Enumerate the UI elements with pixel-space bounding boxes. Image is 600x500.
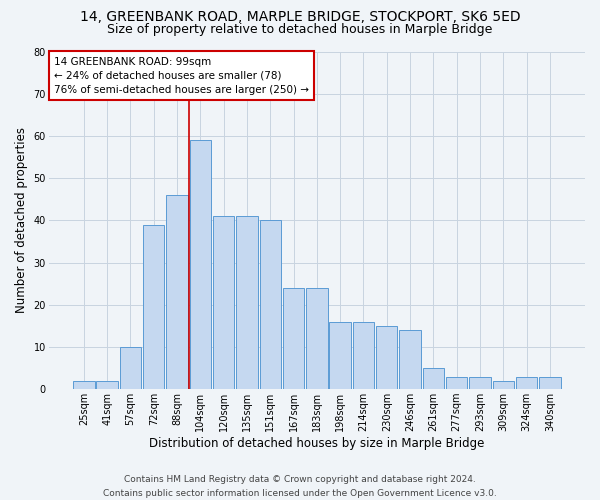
- Bar: [119, 347, 141, 389]
- X-axis label: Distribution of detached houses by size in Marple Bridge: Distribution of detached houses by size …: [149, 437, 485, 450]
- Bar: [329, 322, 351, 389]
- Bar: [213, 216, 235, 389]
- Bar: [190, 140, 211, 389]
- Bar: [539, 376, 560, 389]
- Bar: [283, 288, 304, 389]
- Bar: [166, 195, 188, 389]
- Bar: [469, 376, 491, 389]
- Bar: [306, 288, 328, 389]
- Text: Contains HM Land Registry data © Crown copyright and database right 2024.
Contai: Contains HM Land Registry data © Crown c…: [103, 476, 497, 498]
- Y-axis label: Number of detached properties: Number of detached properties: [15, 128, 28, 314]
- Text: 14, GREENBANK ROAD, MARPLE BRIDGE, STOCKPORT, SK6 5ED: 14, GREENBANK ROAD, MARPLE BRIDGE, STOCK…: [80, 10, 520, 24]
- Bar: [353, 322, 374, 389]
- Bar: [260, 220, 281, 389]
- Bar: [516, 376, 538, 389]
- Bar: [97, 380, 118, 389]
- Bar: [400, 330, 421, 389]
- Bar: [446, 376, 467, 389]
- Bar: [143, 224, 164, 389]
- Bar: [73, 380, 95, 389]
- Bar: [422, 368, 444, 389]
- Text: 14 GREENBANK ROAD: 99sqm
← 24% of detached houses are smaller (78)
76% of semi-d: 14 GREENBANK ROAD: 99sqm ← 24% of detach…: [54, 56, 309, 94]
- Text: Size of property relative to detached houses in Marple Bridge: Size of property relative to detached ho…: [107, 22, 493, 36]
- Bar: [376, 326, 397, 389]
- Bar: [236, 216, 257, 389]
- Bar: [493, 380, 514, 389]
